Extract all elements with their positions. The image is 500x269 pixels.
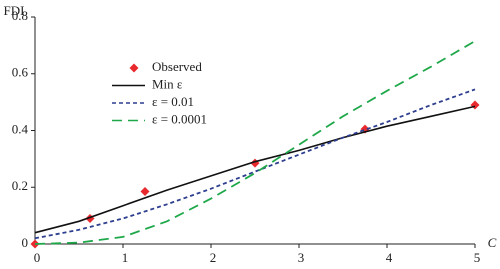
legend-symbol (129, 63, 139, 73)
x-tick-label: 0 (34, 250, 41, 265)
y-tick-label: 0 (22, 235, 29, 250)
y-axis-label: FDI (4, 3, 25, 18)
series-line (34, 40, 476, 245)
y-tick-label: 0.6 (12, 65, 29, 80)
x-tick-label: 2 (210, 250, 217, 265)
y-tick-label: 0.4 (12, 121, 29, 136)
x-tick-label: 5 (474, 250, 481, 265)
x-tick-label: 3 (298, 250, 305, 265)
observed-point (470, 100, 480, 110)
series-line (34, 105, 476, 234)
x-axis-label: C (488, 235, 497, 250)
legend-label: ε = 0.01 (152, 94, 194, 109)
y-tick-label: 0.8 (12, 8, 28, 23)
x-tick-label: 4 (386, 250, 393, 265)
legend-label: Observed (152, 59, 202, 74)
observed-point (140, 187, 150, 197)
legend-label: Min ε (152, 76, 183, 91)
x-tick-label: 1 (122, 250, 129, 265)
y-tick-label: 0.2 (12, 178, 28, 193)
series-line (34, 88, 476, 240)
legend-label: ε = 0.0001 (152, 111, 207, 126)
